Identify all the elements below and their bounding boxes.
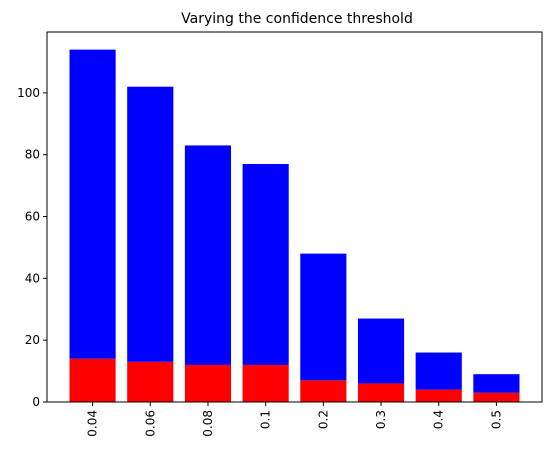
x-tick-label-0.08: 0.08 (201, 410, 215, 437)
y-tick-label: 40 (25, 271, 40, 285)
x-tick-label-0.4: 0.4 (432, 410, 446, 429)
x-tick-label-0.2: 0.2 (316, 410, 330, 429)
bars (69, 49, 520, 402)
bar-series-0-0.3 (357, 383, 405, 402)
bar-series-0-0.2 (300, 380, 347, 402)
bar-series-1-0.06 (127, 86, 174, 362)
x-tick-label-0.04: 0.04 (86, 410, 100, 437)
bar-series-1-0.4 (415, 352, 462, 390)
x-axis: 0.04 0.06 0.08 0.1 0.2 0.3 0.4 0.5 (86, 402, 503, 437)
y-tick-label: 100 (17, 86, 40, 100)
bar-series-1-0.2 (300, 253, 347, 381)
y-axis: 0 20 40 60 80 100 (17, 86, 47, 409)
bar-series-0-0.5 (473, 392, 520, 402)
bar-series-1-0.08 (184, 145, 232, 365)
y-tick-label: 60 (25, 210, 40, 224)
y-tick-label: 80 (25, 148, 40, 162)
bar-series-0-0.04 (69, 358, 116, 402)
bar-series-1-0.1 (242, 163, 289, 365)
plot-frame (46, 31, 543, 403)
bar-series-1-0.04 (69, 49, 116, 359)
bar-series-0-0.06 (127, 361, 174, 402)
bar-series-1-0.3 (357, 318, 405, 384)
chart-title: Varying the confidence threshold (181, 11, 413, 27)
x-tick-label-0.1: 0.1 (259, 410, 273, 429)
bar-series-1-0.5 (473, 374, 520, 393)
x-tick-label-0.3: 0.3 (374, 410, 388, 429)
x-tick-label-0.5: 0.5 (489, 410, 503, 429)
bar-series-0-0.1 (242, 364, 289, 402)
bar-series-0-0.4 (415, 389, 462, 402)
bar-series-0-0.08 (184, 364, 232, 402)
x-tick-label-0.06: 0.06 (143, 410, 157, 437)
y-tick-label: 20 (25, 333, 40, 347)
y-tick-label: 0 (32, 395, 40, 409)
